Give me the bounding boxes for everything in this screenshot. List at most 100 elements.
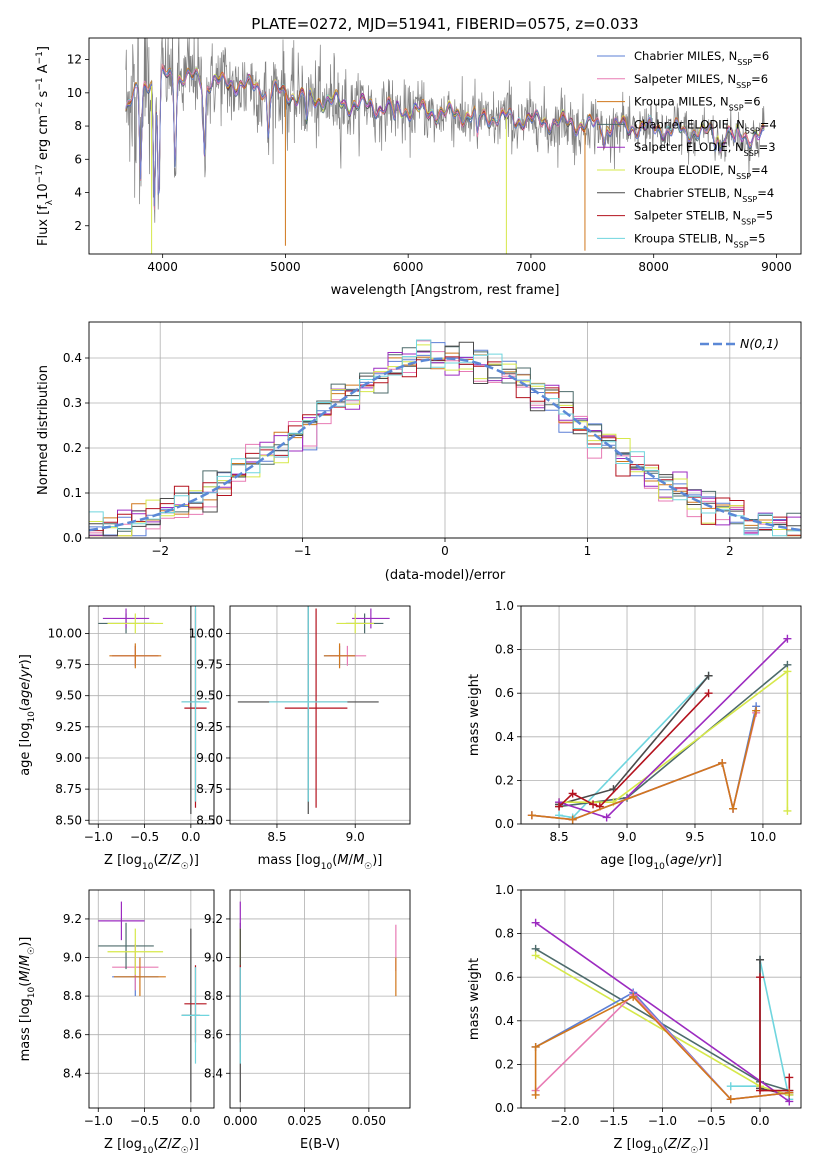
weight-line-series-5 — [559, 669, 789, 811]
x-tick-label: 0.0 — [181, 830, 200, 844]
y-axis-label: mass weight — [467, 958, 482, 1040]
weight-line-series-4 — [535, 922, 790, 1103]
y-tick-label: 0.0 — [495, 817, 514, 831]
y-axis-label: Flux [fλ10−17 erg cm−2 s−1 A−1] — [35, 46, 55, 246]
x-tick-label: −1.5 — [599, 1114, 628, 1128]
y-tick-label: 0.2 — [63, 441, 82, 455]
legend: Chabrier MILES, NSSP=6 Salpeter MILES, NS… — [597, 49, 777, 249]
x-tick-label: 7000 — [516, 260, 547, 274]
y-tick-label: 0.0 — [495, 1101, 514, 1115]
x-tick-label: 9.5 — [685, 830, 704, 844]
y-tick-label: 9.25 — [55, 720, 82, 734]
weight-marker — [531, 951, 540, 960]
x-tick-label: −1.0 — [648, 1114, 677, 1128]
panel-mass-vs-Z: −1.0 −0.5 0.0 8.4 8.6 8.8 9.0 9.2 Z [log10(Z/Z☉)… — [18, 889, 215, 1156]
y-tick-label: 2 — [74, 219, 82, 233]
legend-label: Kroupa STELIB, NSSP=5 — [634, 231, 766, 249]
axes-frame — [88, 605, 215, 825]
x-tick-label: 8.5 — [550, 830, 569, 844]
plot-area-massweight-vs-age — [527, 634, 792, 824]
x-tick-label: −1.0 — [84, 830, 113, 844]
weight-marker — [555, 802, 564, 811]
y-tick-label: 0.6 — [495, 970, 514, 984]
y-tick-label: 8.8 — [63, 989, 82, 1003]
legend-label: N(0,1) — [740, 336, 779, 351]
x-tick-label: −1.0 — [84, 1114, 113, 1128]
legend-label: Chabrier MILES, NSSP=6 — [634, 49, 769, 67]
y-tick-label: 9.2 — [204, 912, 223, 926]
x-axis-label: age [log10(age/yr)] — [600, 853, 722, 872]
y-tick-label: 10.00 — [48, 626, 82, 640]
x-tick-label: 9.0 — [617, 830, 636, 844]
weight-marker — [783, 806, 792, 815]
y-tick-label: 10.00 — [189, 626, 223, 640]
spectrum-data-line — [125, 38, 765, 223]
legend-nssp: 6 — [762, 49, 769, 63]
x-tick-label: −1 — [294, 544, 312, 558]
y-tick-label: 0.4 — [63, 351, 82, 365]
y-tick-label: 0.3 — [63, 396, 82, 410]
x-axis-label: (data-model)/error — [385, 568, 506, 583]
y-tick-label: 0.6 — [495, 686, 514, 700]
axes-frame — [88, 321, 802, 539]
x-axis-label: Z [log10(Z/Z☉)] — [104, 1137, 199, 1156]
weight-marker — [527, 811, 536, 820]
plot-area-mass-vs-ebv — [239, 901, 397, 1103]
x-tick-label: 0.0 — [181, 1114, 200, 1128]
y-tick-label: 0.4 — [495, 1014, 514, 1028]
legend-label: Salpeter STELIB, NSSP=5 — [634, 209, 773, 227]
legend-nssp: 3 — [768, 140, 775, 154]
legend-nssp: 6 — [761, 72, 768, 86]
y-tick-label: 8.75 — [196, 782, 223, 796]
panel-massweight-vs-Z: −2.0 −1.5 −1.0 −0.5 0.0 0.0 0.2 0.4 0.6 0.8 1.0 Z [… — [467, 883, 802, 1156]
weight-marker — [531, 1090, 540, 1099]
y-tick-label: 8 — [74, 119, 82, 133]
x-tick-label: 6000 — [393, 260, 424, 274]
x-tick-label: 0.0 — [750, 1114, 769, 1128]
weight-line-series-7 — [759, 977, 791, 1092]
spectrum-model-0 — [125, 68, 765, 207]
x-tick-label: 8000 — [638, 260, 669, 274]
legend-series-name: Kroupa MILES — [634, 95, 713, 109]
axes-frame — [229, 889, 411, 1109]
weight-marker — [629, 992, 638, 1001]
y-axis-label: mass weight — [467, 674, 482, 756]
weight-marker — [568, 789, 577, 798]
axes-frame — [229, 605, 411, 825]
y-tick-label: 1.0 — [495, 883, 514, 897]
y-tick-label: 9.0 — [63, 951, 82, 965]
legend-label: Salpeter MILES, NSSP=6 — [634, 72, 768, 90]
legend-nssp: 4 — [767, 186, 774, 200]
legend-series-name: Kroupa STELIB — [634, 231, 718, 245]
figure-title: PLATE=0272, MJD=51941, FIBERID=0575, z=0… — [251, 15, 638, 33]
y-tick-label: 6 — [74, 152, 82, 166]
x-axis-label: Z [log10(Z/Z☉)] — [104, 853, 199, 872]
panel-massweight-vs-age: 8.5 9.0 9.5 10.0 0.0 0.2 0.4 0.6 0.8 1.0 age [log1… — [467, 599, 802, 872]
legend-label: Salpeter ELODIE, NSSP=3 — [634, 140, 776, 158]
weight-marker — [704, 671, 713, 680]
x-tick-label: −2 — [151, 544, 169, 558]
x-tick-label: 0.050 — [352, 1114, 386, 1128]
legend-series-name: Kroupa ELODIE — [634, 163, 720, 177]
weight-marker — [756, 955, 765, 964]
y-tick-label: 0.2 — [495, 1057, 514, 1071]
panel-age-vs-Z: −1.0 −0.5 0.0 8.50 8.75 9.00 9.25 9.50 9.75 10.00… — [18, 605, 215, 872]
x-tick-label: 8.5 — [267, 830, 286, 844]
y-tick-label: 8.4 — [63, 1066, 82, 1080]
x-tick-label: 0.025 — [287, 1114, 321, 1128]
x-tick-label: −0.5 — [130, 1114, 159, 1128]
panel-spectrum: 4000 5000 6000 7000 8000 900024681012waveleng… — [35, 37, 802, 298]
plot-area-massweight-vs-Z — [531, 918, 794, 1106]
weight-marker — [783, 634, 792, 643]
weight-marker — [785, 1088, 794, 1097]
y-tick-label: 8.75 — [55, 782, 82, 796]
y-tick-label: 8.6 — [204, 1028, 223, 1042]
weight-marker — [752, 706, 761, 715]
x-tick-label: 9.0 — [346, 830, 365, 844]
y-tick-label: 8.50 — [55, 813, 82, 827]
axes-frame — [88, 889, 215, 1109]
x-tick-label: −0.5 — [697, 1114, 726, 1128]
y-tick-label: 0.0 — [63, 531, 82, 545]
y-tick-label: 0.1 — [63, 486, 82, 500]
